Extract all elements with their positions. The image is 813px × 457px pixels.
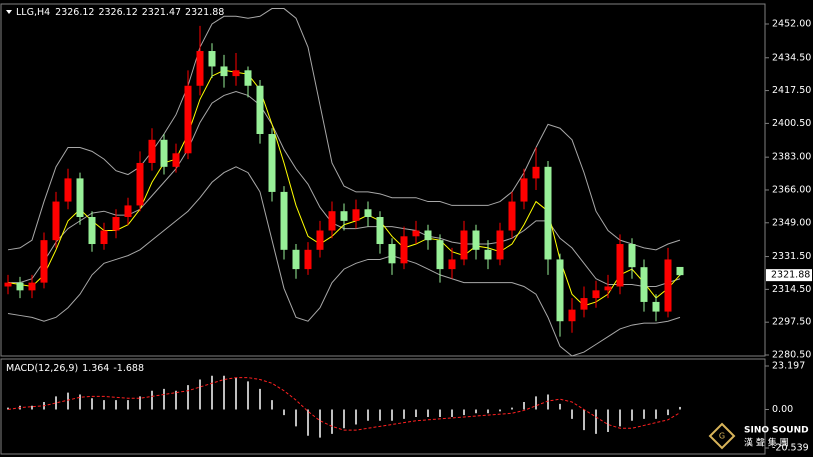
y-tick-label: 2349.00 [772,217,811,228]
y-tick-label: 2280.50 [772,350,811,361]
candle-body [40,240,48,283]
candle-body [196,51,204,86]
candle-body [628,244,636,268]
candle-body [664,259,672,312]
candle-body [484,249,492,260]
logo-name: SINO SOUND [744,426,809,436]
indicator-line [7,8,681,251]
candle-body [436,240,444,270]
candle-body [352,209,360,221]
y-tick-label: 2452.00 [772,18,811,29]
candle-body [448,259,456,270]
candle-body [76,178,84,217]
candle-body [280,191,288,250]
logo-tagline: 漢 聲 集 團 [744,437,789,449]
y-tick-label: 0.00 [772,404,793,415]
logo-icon [708,422,736,450]
candle-body [100,230,108,245]
candle-body [424,230,432,241]
y-tick-label: 2400.50 [772,118,811,129]
candle-body [244,70,252,86]
candle-body [124,205,132,217]
indicator-line [7,69,681,307]
candle-body [64,178,72,202]
candle-body [28,282,36,291]
signal-line [7,377,681,431]
candle-body [112,216,120,231]
y-tick-label: 2314.50 [772,284,811,295]
candle-body [172,153,180,167]
candle-body [412,230,420,237]
candle-body [400,236,408,264]
price-label: 2321.88 [771,270,810,281]
candle-body [268,134,276,192]
high: 2326.12 [98,7,137,18]
y-tick-label: 2434.50 [772,52,811,63]
y-tick-label: 2417.50 [772,85,811,96]
logo-mark: G [719,432,725,441]
chart-header: LLG,H4 2326.12 2326.12 2321.47 2321.88 [16,7,224,18]
price-label-box [766,269,812,282]
candle-body [340,211,348,221]
candle-body [496,230,504,260]
candle-body [520,178,528,202]
candle-body [292,249,300,270]
low: 2321.47 [142,7,181,18]
macd-header: MACD(12,26,9) 1.364 -1.688 [6,363,144,374]
candle-body [256,85,264,135]
candle-body [148,139,156,163]
candle-body [580,298,588,310]
indicator-line [8,91,681,287]
candle-body [472,230,480,250]
candle-body [532,166,540,179]
y-tick-label: 2383.00 [772,152,811,163]
candle-body [328,211,336,231]
candle-body [136,162,144,206]
candle-body [304,249,312,270]
y-tick-label: 23.197 [772,361,805,372]
signal-value: -1.688 [113,363,144,374]
candle-body [4,282,12,287]
price-panel [0,3,766,357]
candle-body [556,259,564,322]
candle-body [592,290,600,299]
macd-title: MACD(12,26,9) [6,363,78,374]
macd-panel [0,358,766,455]
candle-body [160,139,168,167]
macd-value: 1.364 [82,363,109,374]
y-tick-label: 2297.50 [772,317,811,328]
menu-triangle[interactable] [6,10,12,14]
candle-body [652,301,660,312]
candle-body [616,244,624,287]
candle-body [88,216,96,245]
indicator-line [7,166,681,357]
candle-body [364,209,372,217]
open: 2326.12 [55,7,94,18]
candle-body [376,216,384,245]
y-tick-label: 2366.00 [772,184,811,195]
candle-body [52,201,60,241]
candle-body [232,70,240,77]
y-tick-label: -20.539 [772,443,809,454]
candle-body [568,309,576,322]
candle-body [388,244,396,264]
candle-body [220,66,228,77]
close: 2321.88 [185,7,224,18]
candle-body [460,230,468,260]
y-tick-label: 2331.50 [772,251,811,262]
candle-body [544,166,552,260]
symbol: LLG,H4 [16,7,50,18]
candle-body [184,85,192,154]
candle-body [604,286,612,291]
candle-body [16,282,24,291]
candle-body [676,266,684,276]
candle-body [316,230,324,250]
candle-body [208,51,216,67]
logo: G SINO SOUND 漢 聲 集 團 [708,422,809,450]
candle-body [640,267,648,302]
candle-body [508,201,516,231]
